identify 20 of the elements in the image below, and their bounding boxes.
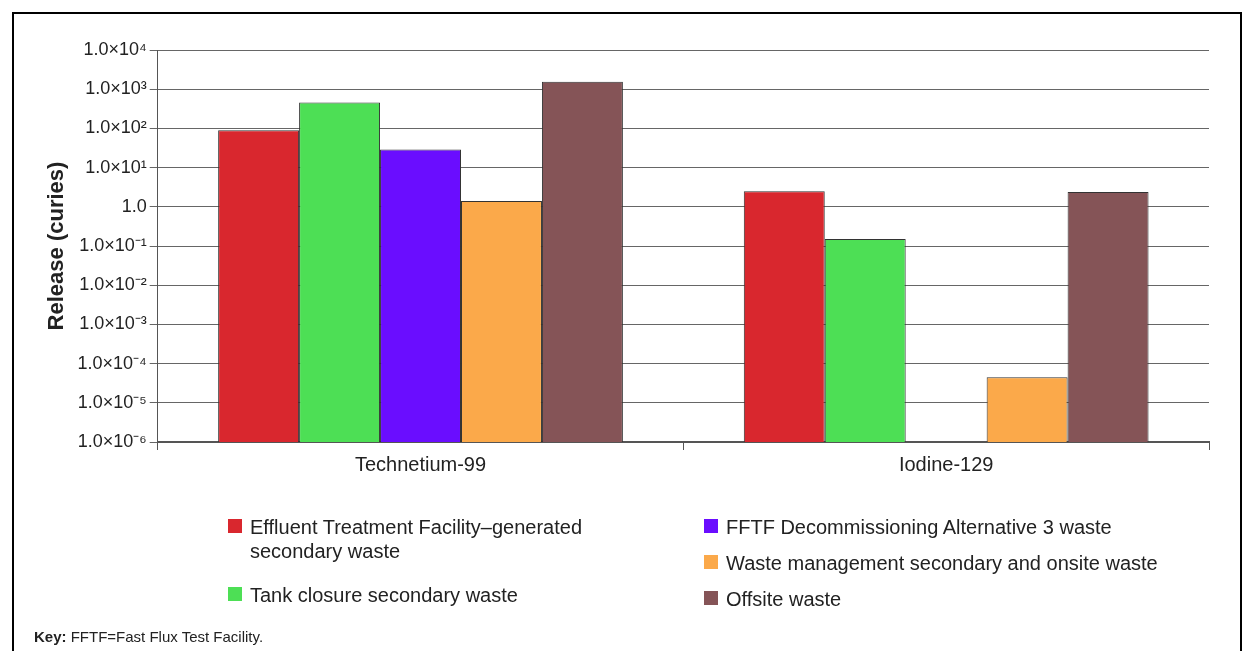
- y-axis-title: Release (curies): [43, 161, 69, 331]
- y-tick-label: 1.0×10⁻⁵: [77, 391, 147, 412]
- y-tick-label: 1.0×10⁻³: [79, 313, 147, 334]
- legend-label: Tank closure secondary waste: [250, 583, 518, 607]
- y-tick-label: 1.0×10⁻⁴: [77, 352, 147, 373]
- x-tick-label: Technetium-99: [354, 452, 487, 475]
- y-tick-label: 1.0×10¹: [85, 156, 147, 177]
- y-tick-label: 1.0×10³: [85, 78, 147, 99]
- x-tick-label: Iodine-129: [898, 452, 994, 475]
- y-tick-label: 1.0×10⁴: [83, 38, 147, 59]
- y-tick-label: 1.0×10⁻¹: [79, 234, 147, 255]
- text: Key: FFTF=Fast Flux Test Facility.: [34, 628, 264, 645]
- legend-label: Effluent Treatment Facility–generated secondary waste: [250, 515, 584, 563]
- y-tick-label: 1.0×10⁻⁶: [77, 430, 147, 451]
- legend-label: Waste management secondary and onsite waste: [726, 551, 1158, 575]
- legend-label: Offsite waste: [726, 587, 842, 611]
- legend-label: FFTF Decommissioning Alternative 3 waste: [726, 515, 1112, 539]
- y-tick-label: 1.0: [121, 195, 147, 216]
- y-tick-label: 1.0×10²: [85, 117, 147, 138]
- y-tick-label: 1.0×10⁻²: [79, 274, 147, 295]
